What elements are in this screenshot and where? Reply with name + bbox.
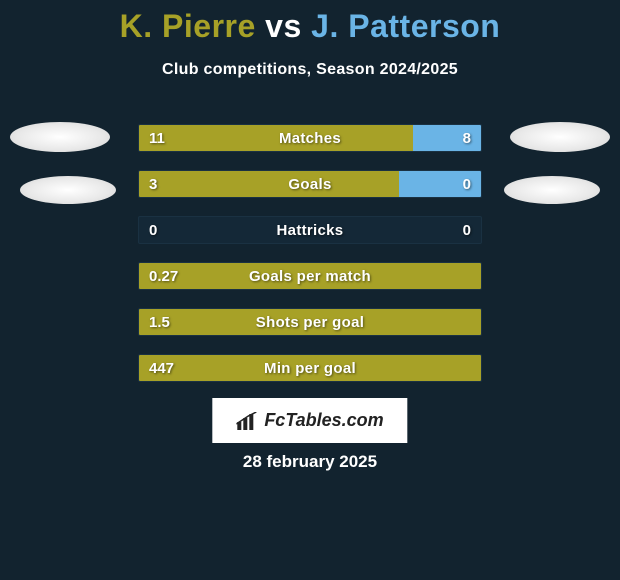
bars-icon [236, 412, 258, 430]
logo-text: FcTables.com [264, 410, 383, 431]
stats-bars: 11Matches83Goals00Hattricks00.27Goals pe… [138, 124, 482, 400]
player-b-name: J. Patterson [311, 8, 500, 44]
stat-label: Goals [139, 171, 481, 197]
stat-bar: 0.27Goals per match [138, 262, 482, 290]
subtitle: Club competitions, Season 2024/2025 [0, 61, 620, 79]
vs-text: vs [265, 8, 302, 44]
avatar-placeholder [510, 122, 610, 152]
avatar-placeholder [10, 122, 110, 152]
stat-label: Hattricks [139, 217, 481, 243]
stat-value-right: 8 [463, 125, 471, 151]
stat-bar: 0Hattricks0 [138, 216, 482, 244]
stat-bar: 1.5Shots per goal [138, 308, 482, 336]
stat-value-right: 0 [463, 217, 471, 243]
avatar-placeholder [20, 176, 116, 204]
avatar-placeholder [504, 176, 600, 204]
stat-label: Min per goal [139, 355, 481, 381]
stat-label: Matches [139, 125, 481, 151]
page-title: K. Pierre vs J. Patterson [0, 0, 620, 45]
stat-bar: 447Min per goal [138, 354, 482, 382]
player-a-name: K. Pierre [120, 8, 256, 44]
date-text: 28 february 2025 [0, 452, 620, 472]
stat-label: Goals per match [139, 263, 481, 289]
stat-bar: 11Matches8 [138, 124, 482, 152]
stat-bar: 3Goals0 [138, 170, 482, 198]
stat-label: Shots per goal [139, 309, 481, 335]
stat-value-right: 0 [463, 171, 471, 197]
logo-badge: FcTables.com [212, 398, 407, 443]
